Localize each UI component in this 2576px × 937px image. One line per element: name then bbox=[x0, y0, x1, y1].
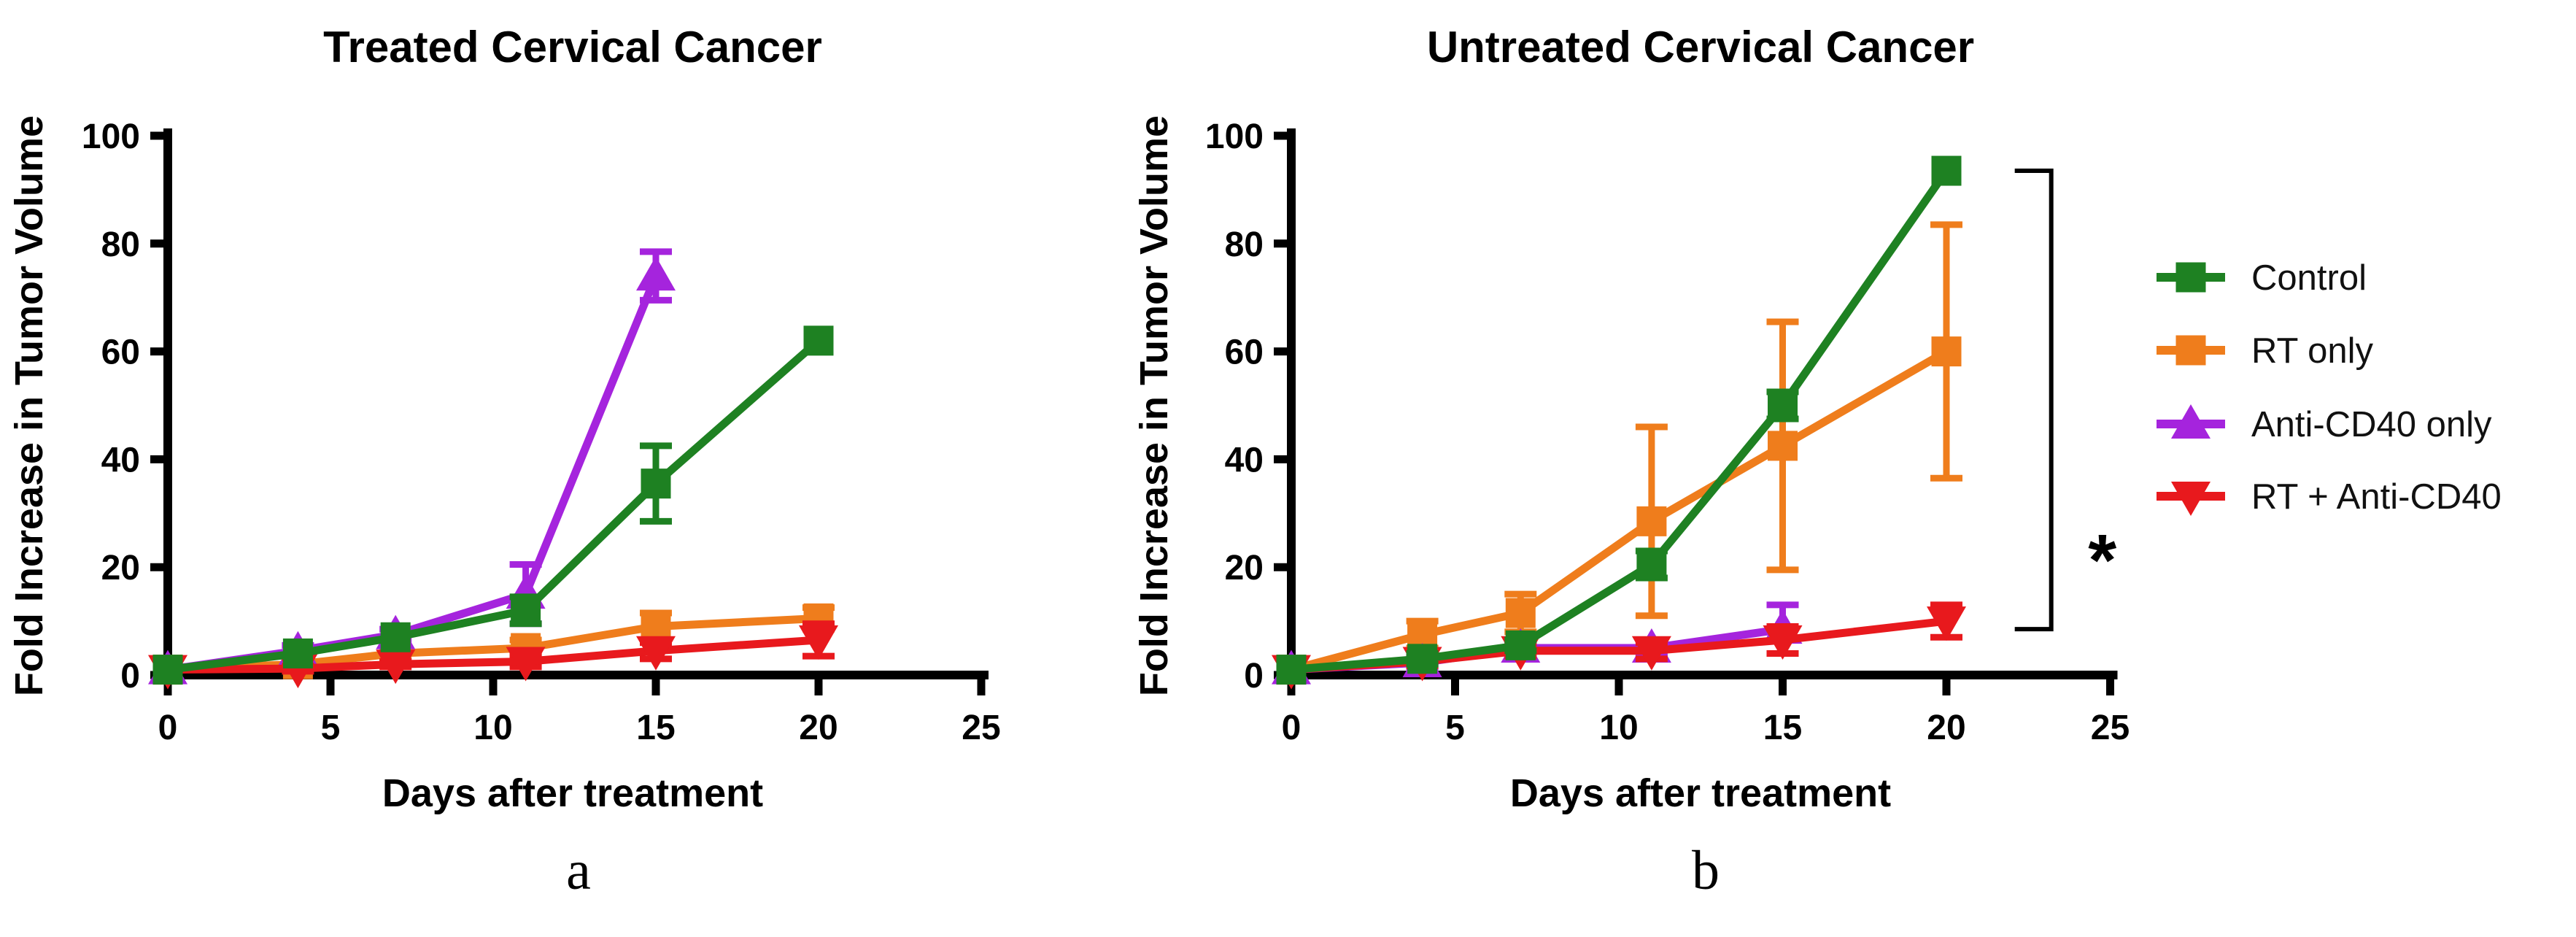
data-point-marker bbox=[1636, 506, 1667, 536]
legend: Control RT only Anti-CD40 only RT + Anti… bbox=[2157, 258, 2502, 517]
y-tick-label: 40 bbox=[101, 441, 140, 479]
data-point-marker bbox=[1636, 550, 1667, 580]
legend-marker-symbol bbox=[2171, 404, 2211, 439]
y-tick-label: 20 bbox=[1225, 549, 1264, 587]
panel-a: Treated Cervical Cancer Fold Increase in… bbox=[7, 23, 1001, 901]
data-point-marker bbox=[636, 636, 676, 671]
data-point-marker bbox=[799, 625, 838, 660]
legend-item-rt-plus-anti-cd40: RT + Anti-CD40 bbox=[2157, 477, 2502, 517]
anti-cd40-only-marker-icon bbox=[2157, 404, 2225, 439]
legend-marker-symbol bbox=[2175, 262, 2206, 293]
data-point-marker bbox=[1763, 625, 1803, 660]
series-control bbox=[1276, 155, 1962, 685]
x-tick-label: 10 bbox=[1599, 709, 1638, 747]
series-line bbox=[167, 274, 660, 674]
panel-b-letter: b bbox=[1692, 840, 1720, 901]
y-tick-label: 20 bbox=[101, 549, 140, 587]
data-point-marker bbox=[1931, 336, 1962, 367]
data-point-marker bbox=[1276, 655, 1307, 685]
data-point-marker bbox=[1505, 630, 1536, 660]
y-tick-label: 80 bbox=[101, 225, 140, 264]
series-line bbox=[1291, 168, 1950, 674]
series-line bbox=[167, 337, 821, 674]
panel-b-y-axis-label: Fold Increase in Tumor Volume bbox=[1132, 115, 1176, 696]
data-point-marker bbox=[1931, 155, 1962, 186]
y-tick-label: 100 bbox=[1205, 117, 1264, 156]
panel-a-title: Treated Cervical Cancer bbox=[323, 23, 822, 72]
data-point-marker bbox=[376, 649, 416, 685]
series-control bbox=[152, 325, 834, 685]
data-point-marker bbox=[1505, 598, 1536, 628]
y-tick-label: 0 bbox=[1244, 657, 1264, 695]
data-point-marker bbox=[803, 325, 834, 356]
rt-plus-anti-cd40-marker-icon bbox=[2157, 482, 2225, 516]
x-tick-label: 15 bbox=[1763, 709, 1802, 747]
legend-item-control: Control bbox=[2157, 258, 2367, 298]
legend-marker-symbol bbox=[2175, 335, 2206, 366]
x-tick-label: 25 bbox=[2091, 709, 2130, 747]
data-point-marker bbox=[1631, 636, 1671, 671]
y-tick-label: 0 bbox=[120, 657, 140, 695]
x-tick-label: 25 bbox=[962, 709, 1000, 747]
control-marker-icon bbox=[2157, 262, 2225, 293]
data-point-marker bbox=[641, 469, 671, 499]
data-point-marker bbox=[282, 638, 313, 668]
data-point-marker bbox=[380, 622, 411, 652]
x-tick-label: 20 bbox=[1927, 709, 1965, 747]
x-tick-label: 15 bbox=[636, 709, 675, 747]
data-point-marker bbox=[636, 256, 676, 291]
data-point-marker bbox=[1768, 431, 1798, 461]
series-rt-anti-cd40 bbox=[148, 620, 838, 690]
panel-b: Untreated Cervical Cancer Fold Increase … bbox=[1132, 23, 2130, 901]
x-tick-label: 10 bbox=[473, 709, 512, 747]
panel-a-x-axis-label: Days after treatment bbox=[382, 771, 763, 815]
significance-asterisk: * bbox=[2088, 520, 2116, 601]
data-point-marker bbox=[511, 595, 541, 625]
legend-item-label: Control bbox=[2251, 258, 2367, 298]
legend-item-anti-cd40-only: Anti-CD40 only bbox=[2157, 404, 2492, 444]
panel-b-x-axis-label: Days after treatment bbox=[1510, 771, 1891, 815]
y-tick-label: 100 bbox=[82, 117, 140, 156]
panel-a-y-axis-label: Fold Increase in Tumor Volume bbox=[7, 115, 51, 696]
y-tick-label: 60 bbox=[101, 333, 140, 372]
y-tick-label: 60 bbox=[1225, 333, 1264, 372]
data-point-marker bbox=[506, 647, 546, 682]
x-tick-label: 0 bbox=[158, 709, 178, 747]
x-tick-label: 5 bbox=[1445, 709, 1465, 747]
y-tick-label: 40 bbox=[1225, 441, 1264, 479]
legend-item-label: RT only bbox=[2251, 331, 2374, 371]
legend-item-label: Anti-CD40 only bbox=[2251, 405, 2492, 444]
series-line bbox=[1290, 347, 1949, 674]
data-point-marker bbox=[1927, 606, 1966, 641]
panel-b-plot-area: 0 20 40 60 80 100 0 5 10 15 20 25 * bbox=[1205, 117, 2130, 747]
panel-a-plot-area: 0 20 40 60 80 100 0 5 10 15 20 25 bbox=[82, 117, 1001, 747]
series-anti-cd40-only bbox=[148, 248, 676, 685]
x-tick-label: 0 bbox=[1282, 709, 1301, 747]
data-point-marker bbox=[1407, 644, 1438, 674]
x-tick-label: 5 bbox=[321, 709, 341, 747]
panel-a-letter: a bbox=[566, 840, 591, 901]
y-tick-label: 80 bbox=[1225, 225, 1264, 264]
legend-item-rt-only: RT only bbox=[2157, 331, 2374, 371]
x-tick-label: 20 bbox=[799, 709, 838, 747]
data-point-marker bbox=[152, 655, 183, 685]
panel-b-title: Untreated Cervical Cancer bbox=[1427, 23, 1974, 72]
series-line bbox=[167, 636, 819, 674]
significance-bracket bbox=[2014, 169, 2054, 632]
legend-item-label: RT + Anti-CD40 bbox=[2251, 477, 2502, 517]
rt-only-marker-icon bbox=[2157, 335, 2225, 366]
data-point-marker bbox=[1768, 390, 1798, 420]
legend-marker-symbol bbox=[2171, 482, 2211, 516]
